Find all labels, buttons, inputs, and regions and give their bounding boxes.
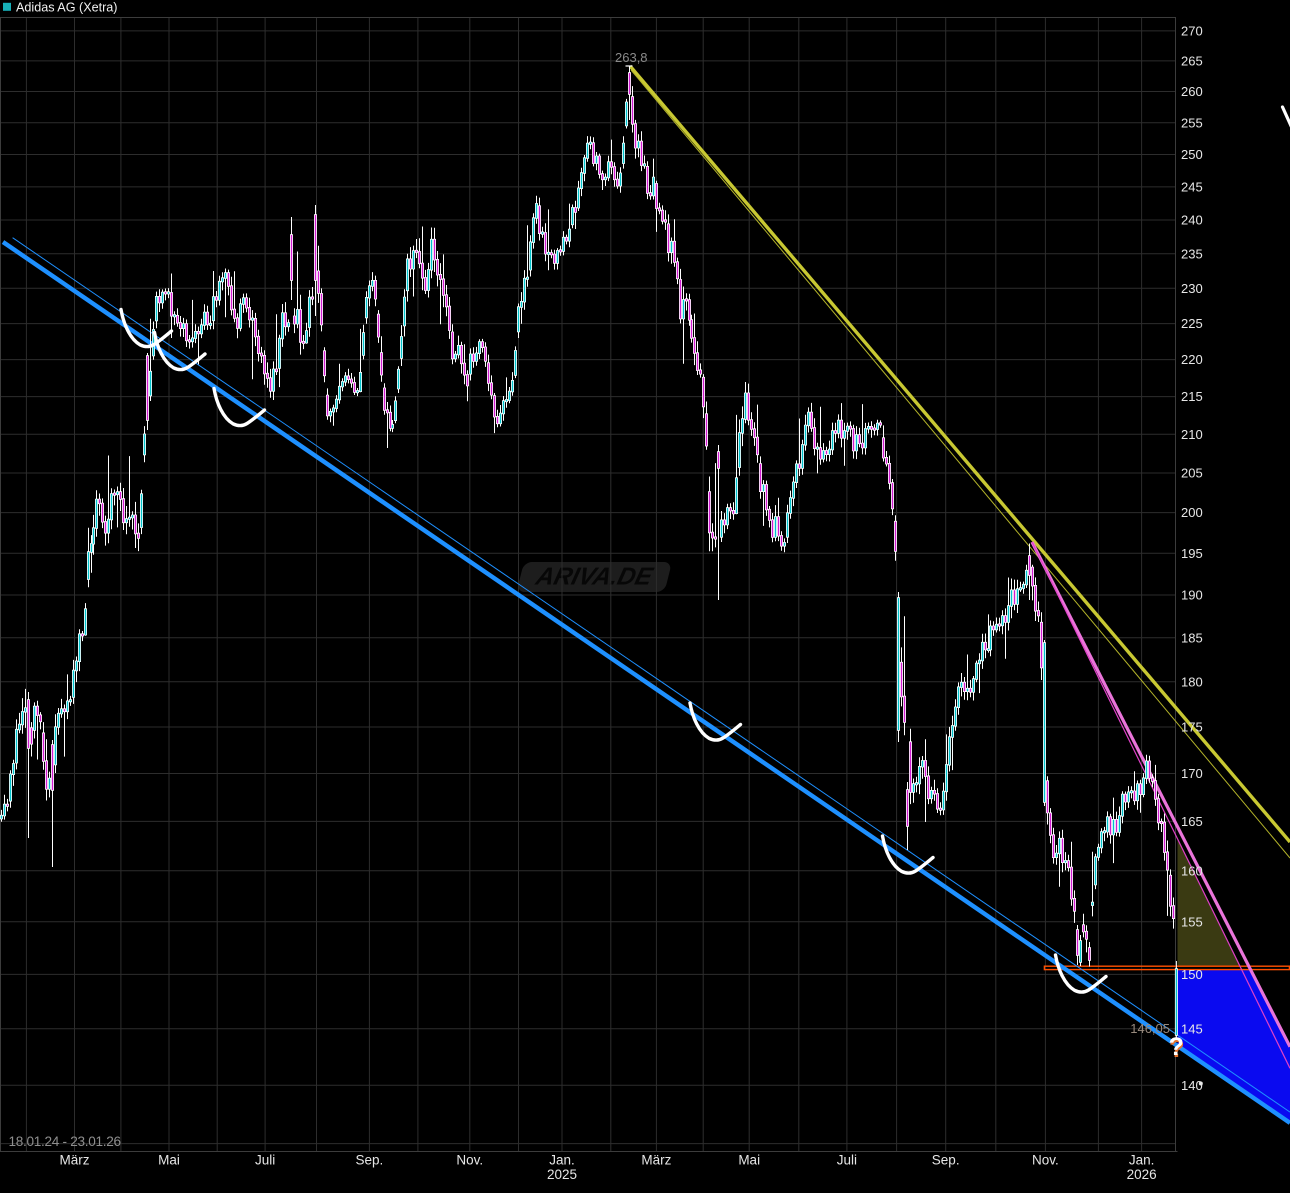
svg-text:245: 245 bbox=[1181, 180, 1203, 195]
svg-text:2025: 2025 bbox=[547, 1167, 577, 1182]
svg-text:2026: 2026 bbox=[1127, 1167, 1157, 1182]
svg-text:Sep.: Sep. bbox=[356, 1153, 384, 1168]
svg-text:250: 250 bbox=[1181, 147, 1203, 162]
svg-text:155: 155 bbox=[1181, 914, 1203, 929]
svg-text:Juli: Juli bbox=[255, 1153, 275, 1168]
svg-text:140: 140 bbox=[1181, 1078, 1203, 1093]
svg-text:145: 145 bbox=[1181, 1021, 1203, 1036]
svg-text:175: 175 bbox=[1181, 720, 1203, 735]
svg-text:210: 210 bbox=[1181, 427, 1203, 442]
svg-text:Jan.: Jan. bbox=[549, 1153, 575, 1168]
svg-text:170: 170 bbox=[1181, 766, 1203, 781]
svg-text:200: 200 bbox=[1181, 505, 1203, 520]
svg-text:195: 195 bbox=[1181, 546, 1203, 561]
svg-text:?: ? bbox=[1169, 1033, 1184, 1061]
svg-text:263,8: 263,8 bbox=[615, 50, 648, 65]
svg-text:ARIVA.DE: ARIVA.DE bbox=[532, 563, 656, 591]
svg-text:Adidas AG (Xetra): Adidas AG (Xetra) bbox=[16, 0, 118, 14]
svg-text:240: 240 bbox=[1181, 213, 1203, 228]
svg-text:225: 225 bbox=[1181, 316, 1203, 331]
svg-text:Nov.: Nov. bbox=[1032, 1153, 1059, 1168]
svg-text:Nov.: Nov. bbox=[456, 1153, 483, 1168]
svg-text:165: 165 bbox=[1181, 814, 1203, 829]
svg-text:160: 160 bbox=[1181, 863, 1203, 878]
svg-text:215: 215 bbox=[1181, 389, 1203, 404]
svg-text:März: März bbox=[641, 1153, 671, 1168]
svg-text:146,05: 146,05 bbox=[1130, 1021, 1170, 1036]
svg-text:255: 255 bbox=[1181, 115, 1203, 130]
svg-text:Juli: Juli bbox=[837, 1153, 857, 1168]
svg-text:265: 265 bbox=[1181, 54, 1203, 69]
svg-text:235: 235 bbox=[1181, 246, 1203, 261]
svg-text:Mai: Mai bbox=[158, 1153, 180, 1168]
svg-text:230: 230 bbox=[1181, 281, 1203, 296]
svg-text:18.01.24 - 23.01.26: 18.01.24 - 23.01.26 bbox=[9, 1134, 121, 1149]
svg-text:270: 270 bbox=[1181, 24, 1203, 39]
svg-text:185: 185 bbox=[1181, 630, 1203, 645]
svg-text:150: 150 bbox=[1181, 967, 1203, 982]
svg-text:180: 180 bbox=[1181, 674, 1203, 689]
svg-text:260: 260 bbox=[1181, 84, 1203, 99]
svg-text:190: 190 bbox=[1181, 588, 1203, 603]
svg-text:Jan.: Jan. bbox=[1129, 1153, 1155, 1168]
svg-text:Mai: Mai bbox=[738, 1153, 760, 1168]
svg-text:Sep.: Sep. bbox=[932, 1153, 960, 1168]
svg-text:205: 205 bbox=[1181, 466, 1203, 481]
svg-text:220: 220 bbox=[1181, 352, 1203, 367]
svg-text:März: März bbox=[60, 1153, 90, 1168]
